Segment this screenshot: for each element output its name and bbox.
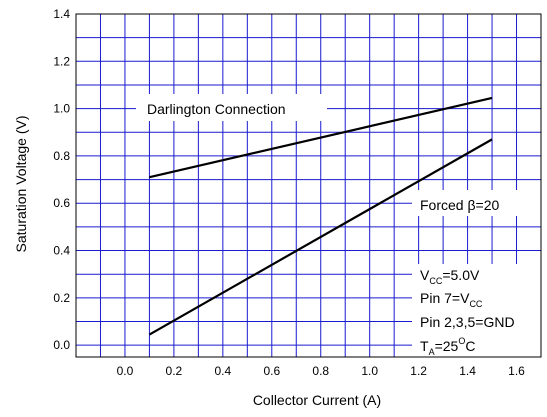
x-tick-label: 0.4 bbox=[214, 364, 231, 378]
ta-condition: TA=25OC bbox=[420, 336, 475, 357]
forced-suffix: =20 bbox=[476, 197, 500, 213]
y-tick-label: 1.0 bbox=[53, 102, 70, 116]
vcc-condition: VCC=5.0V bbox=[420, 267, 480, 286]
vcc-sub: CC bbox=[429, 276, 442, 286]
x-tick-label: 1.2 bbox=[410, 364, 427, 378]
ta-sup: O bbox=[458, 336, 465, 346]
pin7-condition: Pin 7=VCC bbox=[420, 290, 483, 309]
y-tick-label: 0.6 bbox=[53, 196, 70, 210]
y-tick-label: 0.4 bbox=[53, 244, 70, 258]
ta-main: T bbox=[420, 338, 429, 354]
forced-prefix: Forced bbox=[420, 197, 467, 213]
y-tick-label: 0.0 bbox=[53, 338, 70, 352]
tick-labels: 0.0 0.2 0.4 0.6 0.8 1.0 1.2 1.4 1.6 0.0 0.2 0.4 0.6 0… bbox=[53, 7, 525, 378]
plot-frame bbox=[75, 13, 542, 358]
annotation-backgrounds bbox=[136, 94, 541, 362]
forced-beta-label: Forced β=20 bbox=[420, 197, 499, 213]
series-line-1 bbox=[149, 96, 493, 179]
darlington-label: Darlington Connection bbox=[147, 101, 286, 117]
annotation-box bbox=[412, 264, 541, 362]
y-axis-title: Saturation Voltage (V) bbox=[13, 116, 29, 253]
x-tick-label: 1.4 bbox=[459, 364, 476, 378]
pin235-condition: Pin 2,3,5=GND bbox=[420, 314, 515, 330]
y-tick-label: 1.4 bbox=[53, 7, 70, 21]
ta-value: =25 bbox=[435, 338, 459, 354]
series-line-2 bbox=[148, 138, 493, 336]
x-tick-label: 0.8 bbox=[312, 364, 329, 378]
pin7-prefix: Pin 7=V bbox=[420, 290, 470, 306]
x-tick-label: 1.0 bbox=[361, 364, 378, 378]
x-tick-label: 0.6 bbox=[263, 364, 280, 378]
ta-unit: C bbox=[465, 338, 475, 354]
annotation-box bbox=[136, 94, 327, 121]
x-tick-label: 1.6 bbox=[508, 364, 525, 378]
beta-symbol: β bbox=[467, 197, 475, 213]
x-axis-title: Collector Current (A) bbox=[253, 392, 381, 408]
vcc-main: V bbox=[420, 267, 430, 283]
vcc-value: =5.0V bbox=[442, 267, 480, 283]
annotation-box bbox=[412, 190, 541, 216]
x-tick-label: 0.2 bbox=[166, 364, 183, 378]
ta-sub: A bbox=[429, 347, 435, 357]
y-tick-label: 0.8 bbox=[53, 149, 70, 163]
x-tick-label: 0.0 bbox=[117, 364, 134, 378]
pin7-sub: CC bbox=[469, 299, 482, 309]
y-tick-label: 0.2 bbox=[53, 291, 70, 305]
series-lines bbox=[148, 96, 493, 336]
y-tick-label: 1.2 bbox=[53, 54, 70, 68]
